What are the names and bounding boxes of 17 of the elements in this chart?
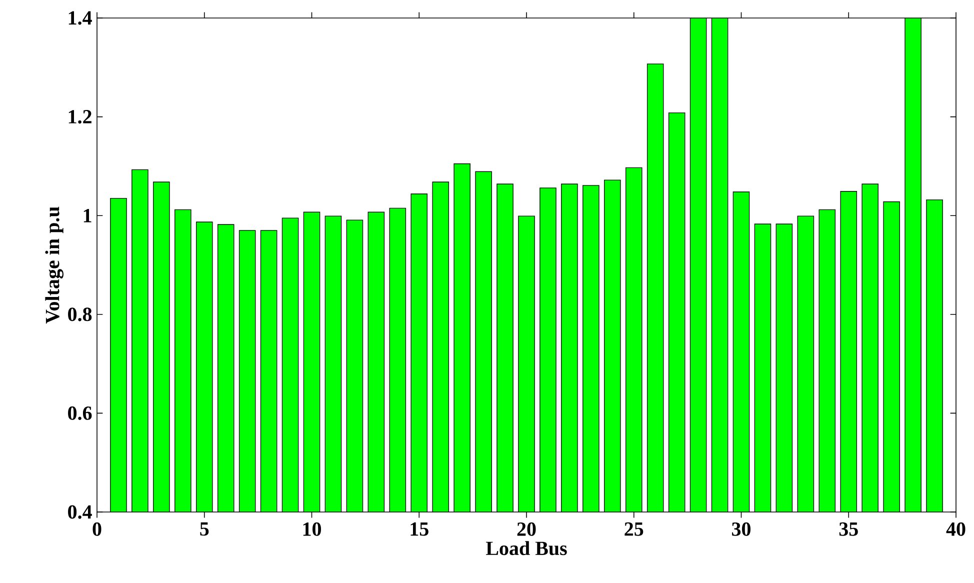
x-tick-label: 5 bbox=[200, 522, 209, 536]
x-tick-label: 30 bbox=[732, 522, 750, 536]
x-tick-label: 35 bbox=[839, 522, 858, 536]
y-axis-title: Voltage in p.u bbox=[45, 206, 64, 324]
y-tick-label: 1.4 bbox=[68, 11, 92, 25]
y-tick-label: 0.4 bbox=[68, 505, 92, 519]
x-tick-label: 0 bbox=[92, 522, 102, 536]
x-tick-label: 40 bbox=[946, 522, 966, 536]
y-tick-label: 0.8 bbox=[68, 308, 92, 322]
x-tick-label: 15 bbox=[410, 522, 428, 536]
x-tick-label: 25 bbox=[624, 522, 644, 536]
y-tick-label: 1 bbox=[84, 209, 92, 222]
x-axis-title: Load Bus bbox=[486, 541, 567, 556]
x-tick-label: 10 bbox=[303, 522, 321, 536]
x-tick-label: 20 bbox=[517, 522, 536, 536]
y-tick-label: 1.2 bbox=[68, 110, 92, 124]
y-tick-label: 0.6 bbox=[68, 406, 92, 420]
